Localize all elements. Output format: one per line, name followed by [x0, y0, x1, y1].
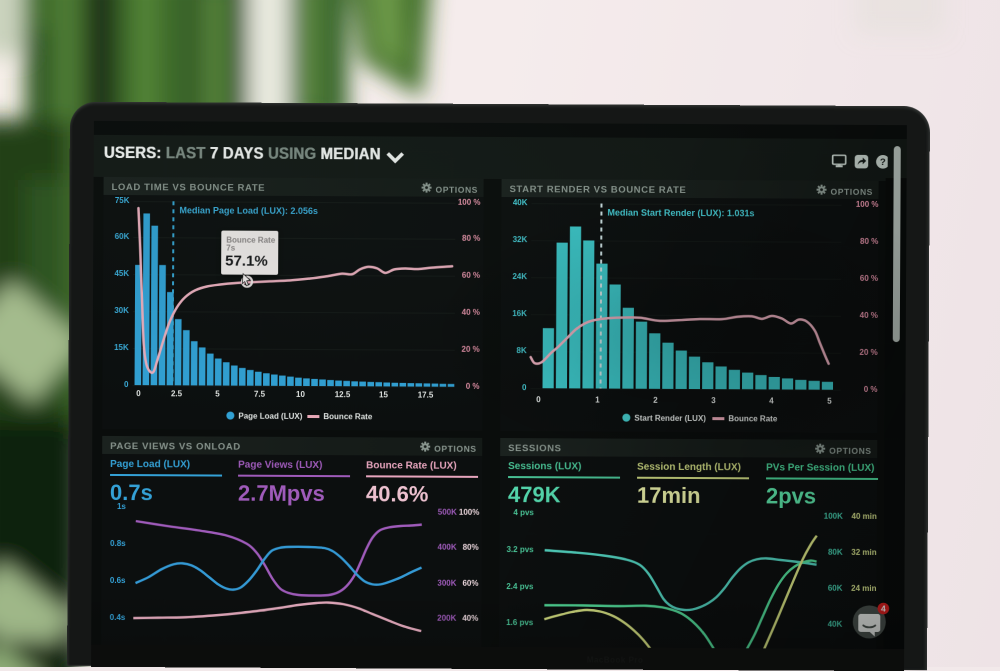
- svg-text:?: ?: [880, 157, 886, 168]
- svg-text:4: 4: [881, 604, 886, 614]
